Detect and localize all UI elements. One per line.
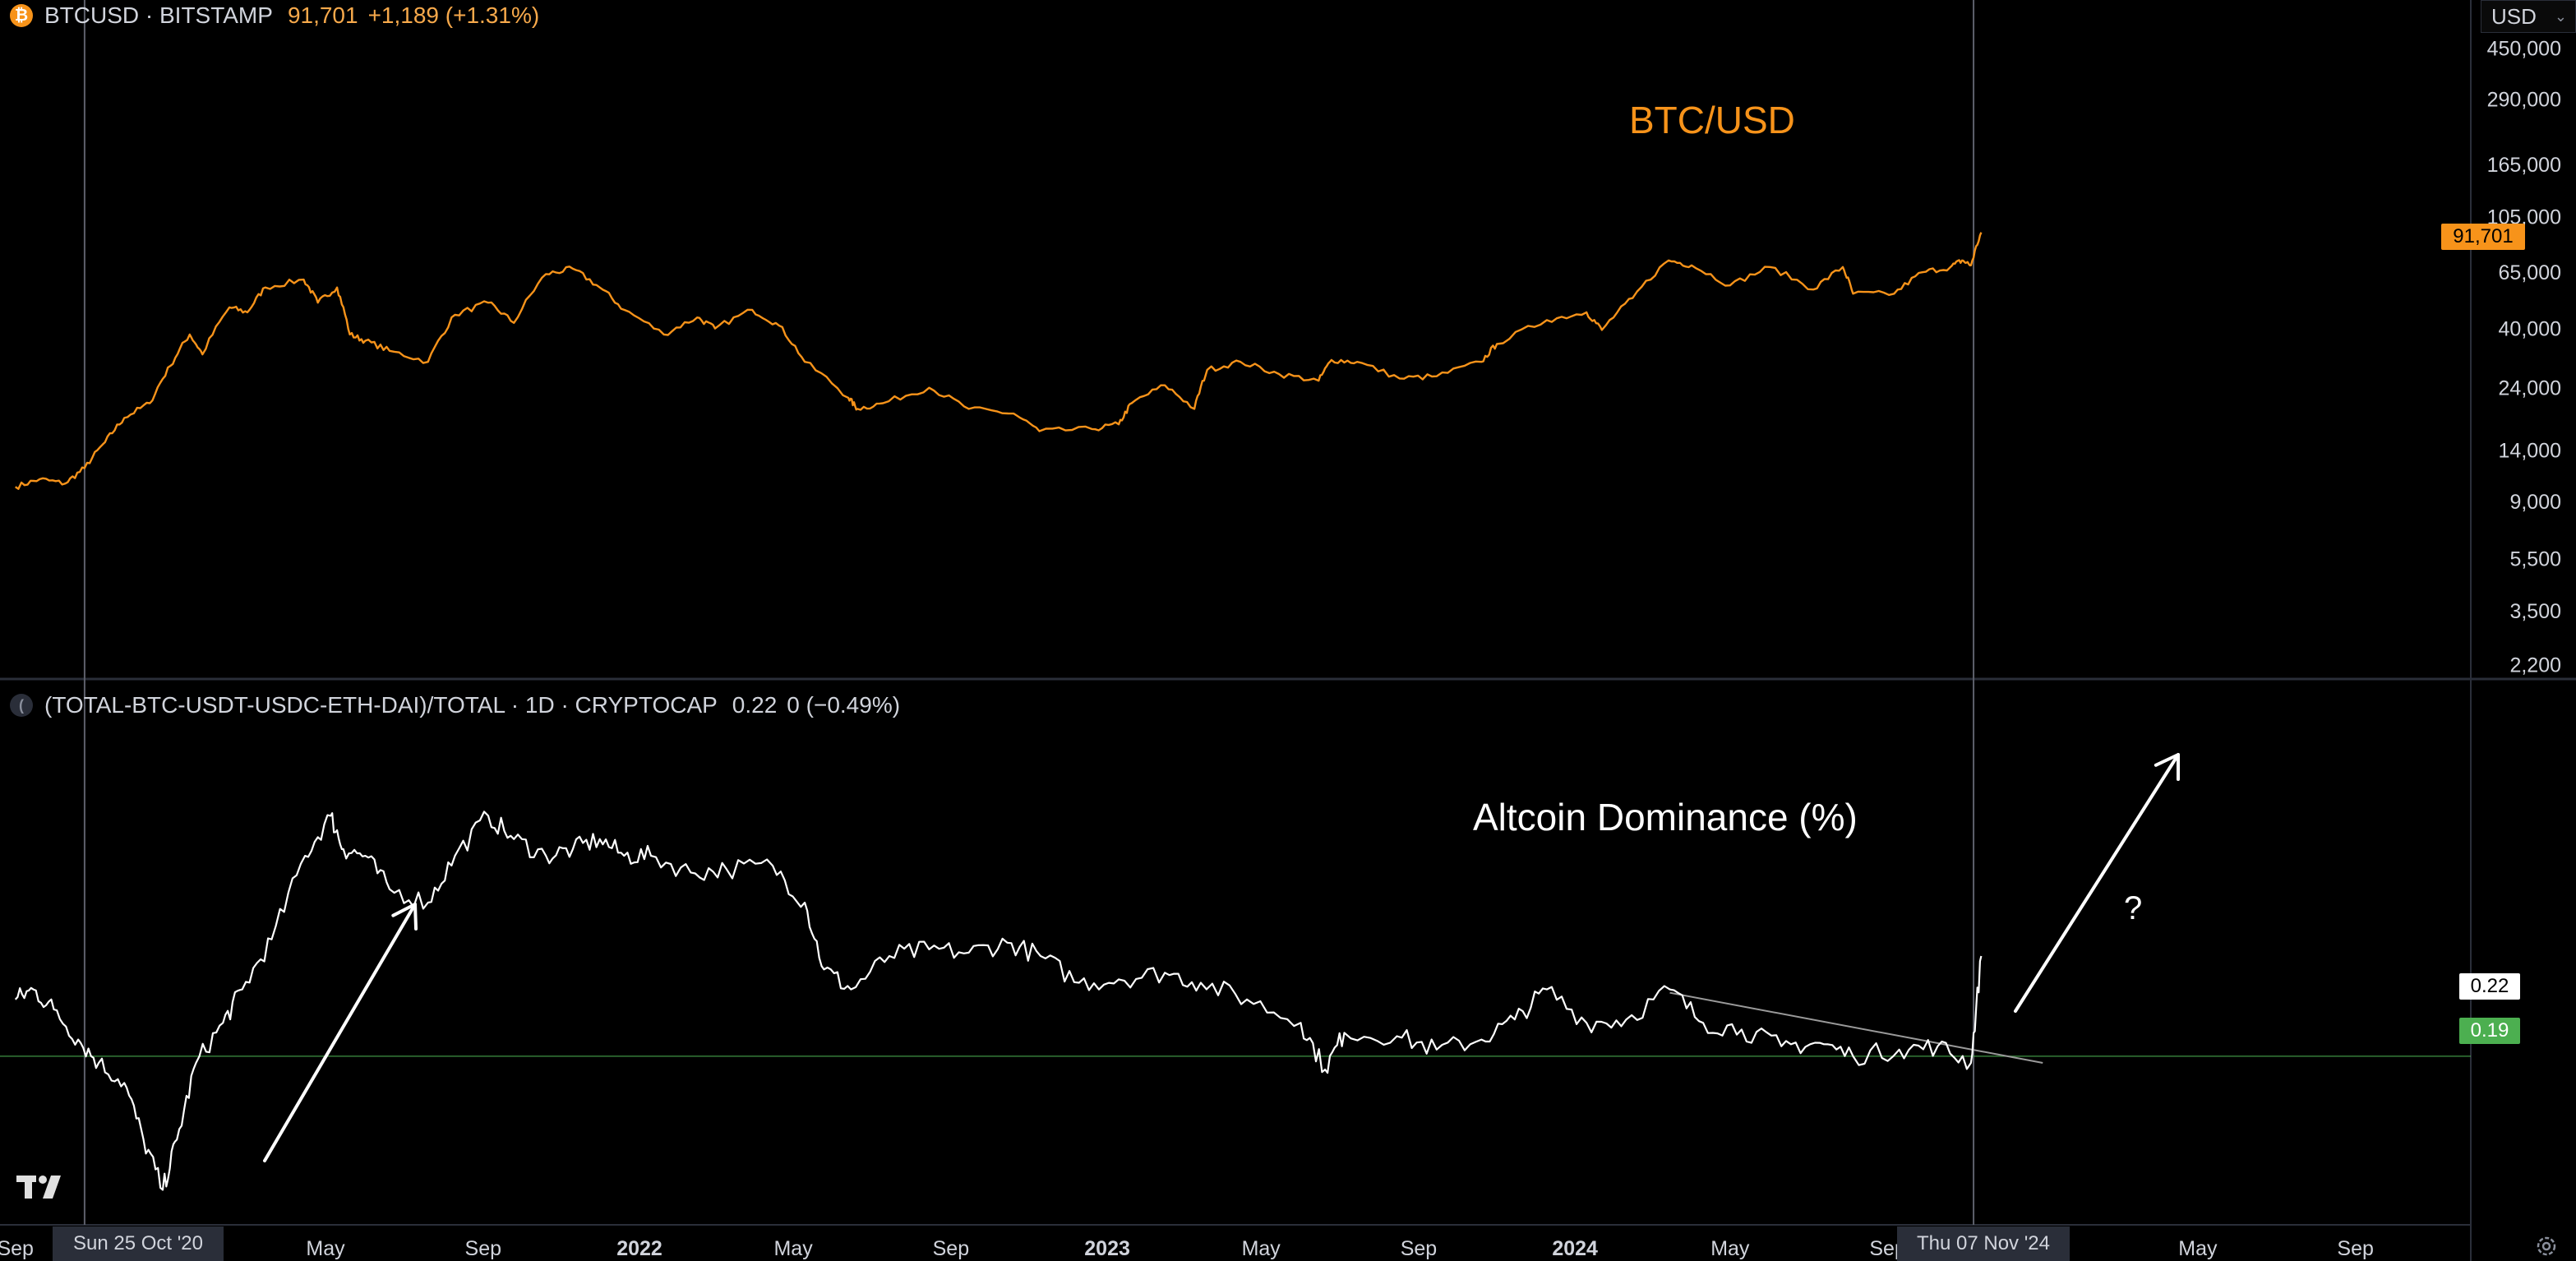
btc-last-price: 91,701 xyxy=(287,2,358,28)
x-tick-label: 2023 xyxy=(1084,1237,1130,1260)
btc-y-tick-label: 2,200 xyxy=(2509,654,2561,677)
alt-symbol: (TOTAL-BTC-USDT-USDC-ETH-DAI)/TOTAL · 1D… xyxy=(44,692,718,718)
collapse-icon[interactable]: ( xyxy=(10,694,33,717)
question-annotation: ? xyxy=(2124,890,2142,926)
btc-y-tick-label: 450,000 xyxy=(2487,37,2561,60)
btc-price-change: +1,189 (+1.31%) xyxy=(367,2,540,28)
crosshair-date-left: Sun 25 Oct '20 xyxy=(53,1226,224,1261)
x-tick-label: May xyxy=(1242,1237,1281,1260)
alt-chart-title: Altcoin Dominance (%) xyxy=(1473,796,1858,838)
x-tick-label: Sep xyxy=(2337,1237,2373,1260)
axes: 2,200 3,500 5,500 9,000 14,000 24,000 40,000 65… xyxy=(0,37,2561,1260)
altcoin-dominance-pane xyxy=(0,753,2471,1191)
alt-price-badge: 0.22 xyxy=(2459,973,2520,1000)
alt-level-badge: 0.19 xyxy=(2459,1018,2520,1044)
altcoin-dominance-line xyxy=(14,811,1983,1191)
btc-y-tick-label: 165,000 xyxy=(2487,154,2561,177)
btc-legend[interactable]: ₿ BTCUSD · BITSTAMP 91,701 +1,189 (+1.31… xyxy=(10,0,539,31)
x-tick-label: Sep xyxy=(933,1237,969,1260)
x-tick-label: Sep xyxy=(1401,1237,1437,1260)
alt-last-value: 0.22 xyxy=(732,692,778,718)
btc-y-tick-label: 24,000 xyxy=(2499,377,2561,400)
x-tick-label: Sep xyxy=(465,1237,501,1260)
btc-y-tick-label: 5,500 xyxy=(2509,547,2561,570)
arrow-head xyxy=(391,903,418,931)
x-tick-label: May xyxy=(306,1237,345,1260)
x-tick-label: May xyxy=(773,1237,813,1260)
chevron-down-icon: ⌄ xyxy=(2554,7,2567,25)
x-tick-label: May xyxy=(1710,1237,1750,1260)
btc-chart-title: BTC/USD xyxy=(1629,99,1795,141)
tradingview-logo-icon[interactable] xyxy=(15,1171,69,1203)
arrow-head xyxy=(2154,753,2180,781)
btc-y-tick-label: 40,000 xyxy=(2499,318,2561,341)
btc-price-badge: 91,701 xyxy=(2441,224,2525,250)
settings-icon[interactable] xyxy=(2533,1233,2560,1259)
alt-legend[interactable]: ( (TOTAL-BTC-USDT-USDC-ETH-DAI)/TOTAL · … xyxy=(10,689,900,722)
up-arrow-right xyxy=(2014,753,2180,1013)
alt-value-change: 0 (−0.49%) xyxy=(787,692,901,718)
crosshair-date-right: Thu 07 Nov '24 xyxy=(1897,1226,2070,1261)
up-arrow-left xyxy=(263,903,418,1162)
x-tick-label: Sep xyxy=(0,1237,34,1260)
btc-y-tick-label: 9,000 xyxy=(2509,491,2561,514)
btc-y-tick-label: 290,000 xyxy=(2487,88,2561,111)
x-tick-label: 2024 xyxy=(1552,1237,1598,1260)
btc-y-tick-label: 65,000 xyxy=(2499,261,2561,284)
btc-y-tick-label: 14,000 xyxy=(2499,440,2561,463)
btc-price-line xyxy=(15,232,1983,490)
btc-symbol: BTCUSD · BITSTAMP xyxy=(44,2,273,28)
arrow-shaft xyxy=(2014,753,2180,1013)
btc-y-tick-label: 3,500 xyxy=(2509,600,2561,623)
descending-trendline xyxy=(1669,991,2043,1064)
arrow-shaft xyxy=(263,903,417,1162)
currency-selector[interactable]: USD ⌄ xyxy=(2481,0,2576,33)
x-tick-label: May xyxy=(2178,1237,2218,1260)
currency-label: USD xyxy=(2491,3,2537,29)
btc-price-pane xyxy=(15,232,1983,490)
bitcoin-icon: ₿ xyxy=(10,4,33,27)
x-tick-label: 2022 xyxy=(616,1237,662,1260)
